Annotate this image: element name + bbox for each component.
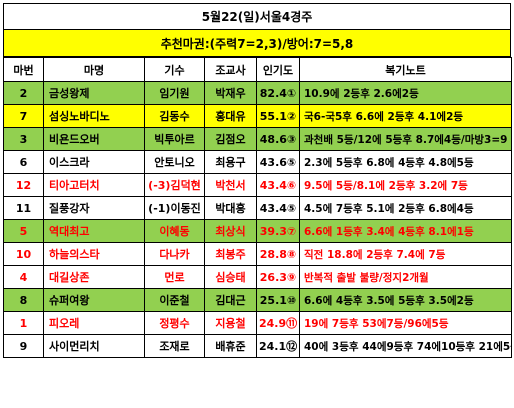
race-title: 5월22(일)서울4경주 (3, 3, 511, 30)
trainer: 김대근 (204, 288, 257, 312)
trainer: 최용구 (204, 150, 257, 174)
horse-number: 5 (3, 219, 44, 243)
recommendation-banner: 추천마권:(주력7=2,3)/방어:7=5,8 (3, 30, 511, 57)
table-row: 10 하늘의스타 다나카 최봉주 28.8⑧ 직전 18.8에 2등후 7.4에… (3, 242, 512, 266)
jockey: 안토니오 (144, 150, 205, 174)
jockey: 먼로 (144, 265, 205, 289)
trainer: 홍대유 (204, 104, 257, 128)
horse-number: 3 (3, 127, 44, 151)
horse-number: 8 (3, 288, 44, 312)
header-horse-number: 마번 (3, 57, 44, 82)
horse-name: 섬싱노바디노 (43, 104, 145, 128)
popularity: 43.4⑤ (256, 196, 300, 220)
trainer: 최봉주 (204, 242, 257, 266)
table-row: 4 대길상존 먼로 심승태 26.3⑨ 반복적 출발 불량/정지2개월 (3, 265, 512, 289)
horse-number: 9 (3, 334, 44, 358)
header-trainer: 조교사 (204, 57, 257, 82)
popularity: 55.1② (256, 104, 300, 128)
popularity: 25.1⑩ (256, 288, 300, 312)
trainer: 박대흥 (204, 196, 257, 220)
horse-number: 1 (3, 311, 44, 335)
header-review-note: 복기노트 (299, 57, 512, 82)
horse-name: 역대최고 (43, 219, 145, 243)
header-horse-name: 마명 (43, 57, 145, 82)
table-row: 7 섬싱노바디노 김동수 홍대유 55.1② 국6-국5후 6.6에 2등후 4… (3, 104, 512, 128)
race-table: 마번 마명 기수 조교사 인기도 복기노트 2 금성왕제 임기원 박재우 82.… (3, 57, 512, 358)
horse-number: 6 (3, 150, 44, 174)
horse-name: 티아고터치 (43, 173, 145, 197)
jockey: (-1)이동진 (144, 196, 205, 220)
table-row: 2 금성왕제 임기원 박재우 82.4① 10.9에 2등후 2.6에2등 (3, 81, 512, 105)
table-row: 3 비욘드오버 빅투아르 김점오 48.6③ 과천배 5등/12에 5등후 8.… (3, 127, 512, 151)
jockey: 임기원 (144, 81, 205, 105)
jockey: 이준철 (144, 288, 205, 312)
horse-number: 7 (3, 104, 44, 128)
horse-name: 하늘의스타 (43, 242, 145, 266)
trainer: 박재우 (204, 81, 257, 105)
horse-name: 이스크라 (43, 150, 145, 174)
horse-name: 질풍강자 (43, 196, 145, 220)
review-note: 반복적 출발 불량/정지2개월 (299, 265, 512, 289)
review-note: 과천배 5등/12에 5등후 8.7에4등/마방3=9 (299, 127, 512, 151)
review-note: 19에 7등후 53에7등/96에5등 (299, 311, 512, 335)
jockey: (-3)김덕현 (144, 173, 205, 197)
table-row: 9 사이먼리치 조재로 배휴준 24.1⑫ 40에 3등후 44에9등후 74에… (3, 334, 512, 358)
trainer: 김점오 (204, 127, 257, 151)
review-note: 10.9에 2등후 2.6에2등 (299, 81, 512, 105)
header-jockey: 기수 (144, 57, 205, 82)
horse-number: 12 (3, 173, 44, 197)
table-row: 8 슈퍼여왕 이준철 김대근 25.1⑩ 6.6에 4등후 3.5에 5등후 3… (3, 288, 512, 312)
popularity: 43.4⑥ (256, 173, 300, 197)
review-note: 국6-국5후 6.6에 2등후 4.1에2등 (299, 104, 512, 128)
horse-name: 피오레 (43, 311, 145, 335)
horse-name: 대길상존 (43, 265, 145, 289)
table-row: 1 피오레 정평수 지용철 24.9⑪ 19에 7등후 53에7등/96에5등 (3, 311, 512, 335)
review-note: 2.3에 5등후 6.8에 4등후 4.8에5등 (299, 150, 512, 174)
jockey: 조재로 (144, 334, 205, 358)
popularity: 48.6③ (256, 127, 300, 151)
horse-number: 4 (3, 265, 44, 289)
jockey: 이혜동 (144, 219, 205, 243)
horse-name: 비욘드오버 (43, 127, 145, 151)
review-note: 직전 18.8에 2등후 7.4에 7등 (299, 242, 512, 266)
review-note: 6.6에 4등후 3.5에 5등후 3.5에2등 (299, 288, 512, 312)
popularity: 43.6⑤ (256, 150, 300, 174)
jockey: 빅투아르 (144, 127, 205, 151)
popularity: 24.9⑪ (256, 311, 300, 335)
header-popularity: 인기도 (256, 57, 300, 82)
trainer: 지용철 (204, 311, 257, 335)
table-row: 11 질풍강자 (-1)이동진 박대흥 43.4⑤ 4.5에 7등후 5.1에 … (3, 196, 512, 220)
trainer: 심승태 (204, 265, 257, 289)
jockey: 정평수 (144, 311, 205, 335)
review-note: 6.6에 1등후 3.4에 4등후 8.1에1등 (299, 219, 512, 243)
table-row: 12 티아고터치 (-3)김덕현 박천서 43.4⑥ 9.5에 5등/8.1에 … (3, 173, 512, 197)
trainer: 박천서 (204, 173, 257, 197)
trainer: 최상식 (204, 219, 257, 243)
review-note: 4.5에 7등후 5.1에 2등후 6.8에4등 (299, 196, 512, 220)
horse-name: 금성왕제 (43, 81, 145, 105)
header-row: 마번 마명 기수 조교사 인기도 복기노트 (3, 57, 512, 82)
table-row: 6 이스크라 안토니오 최용구 43.6⑤ 2.3에 5등후 6.8에 4등후 … (3, 150, 512, 174)
jockey: 다나카 (144, 242, 205, 266)
horse-name: 사이먼리치 (43, 334, 145, 358)
trainer: 배휴준 (204, 334, 257, 358)
review-note: 9.5에 5등/8.1에 2등후 3.2에 7등 (299, 173, 512, 197)
horse-name: 슈퍼여왕 (43, 288, 145, 312)
popularity: 82.4① (256, 81, 300, 105)
horse-number: 10 (3, 242, 44, 266)
popularity: 39.3⑦ (256, 219, 300, 243)
race-sheet: 5월22(일)서울4경주 추천마권:(주력7=2,3)/방어:7=5,8 마번 … (3, 3, 512, 358)
review-note: 40에 3등후 44에9등후 74에10등후 21에5등 (299, 334, 512, 358)
popularity: 24.1⑫ (256, 334, 300, 358)
popularity: 26.3⑨ (256, 265, 300, 289)
table-row: 5 역대최고 이혜동 최상식 39.3⑦ 6.6에 1등후 3.4에 4등후 8… (3, 219, 512, 243)
popularity: 28.8⑧ (256, 242, 300, 266)
jockey: 김동수 (144, 104, 205, 128)
horse-number: 2 (3, 81, 44, 105)
horse-number: 11 (3, 196, 44, 220)
